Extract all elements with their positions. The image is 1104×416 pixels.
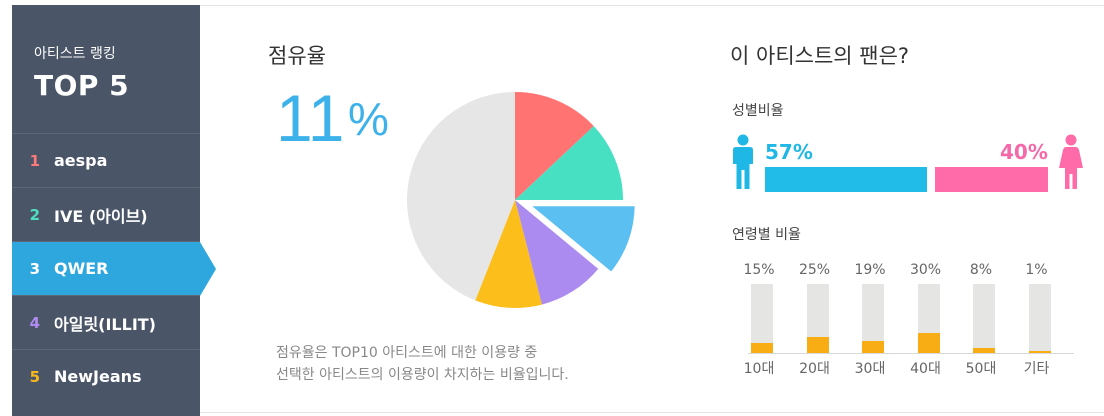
age-chart-axis [748, 353, 1074, 354]
age-bar-fill [1028, 351, 1051, 353]
rank-item-4[interactable]: 4 아일릿(ILLIT) [12, 295, 200, 349]
sidebar-subtitle: 아티스트 랭킹 [34, 46, 116, 62]
age-bar-percentage: 8% [969, 262, 993, 278]
rank-number: 3 [29, 259, 40, 278]
pie-slice-5 [475, 200, 542, 308]
share-description-line: 점유율은 TOP10 아티스트에 대한 이용량 중 [276, 345, 538, 361]
age-bar-track [751, 284, 773, 353]
pie-slice-4 [515, 200, 599, 305]
share-description: 점유율은 TOP10 아티스트에 대한 이용량 중 선택한 아티스트의 이용량이… [276, 342, 636, 386]
male-ratio-bar [765, 167, 927, 192]
rank-artist-name: 아일릿(ILLIT) [54, 314, 156, 334]
fans-title: 이 아티스트의 팬은? [730, 44, 910, 68]
share-title: 점유율 [268, 44, 326, 68]
age-bar-label: 40대 [910, 361, 941, 377]
rank-artist-name: IVE (아이브) [54, 206, 148, 226]
age-bar-label: 기타 [1023, 361, 1050, 377]
pie-slice-6 [406, 92, 515, 301]
rank-artist-name: aespa [54, 151, 108, 170]
share-value: 11 [276, 81, 345, 155]
age-bar-track [917, 284, 940, 353]
age-bar-fill [862, 341, 884, 353]
age-bar-fill [973, 348, 995, 353]
rank-number: 2 [29, 205, 40, 224]
age-bar-6: 1% 기타 [1009, 258, 1065, 378]
rank-number: 4 [29, 313, 40, 332]
pie-slice-1 [515, 92, 594, 200]
pie-slice-3 [524, 203, 638, 276]
age-bar-1: 15% 10대 [731, 258, 787, 378]
age-bar-percentage: 1% [1025, 262, 1048, 278]
gender-ratio-label: 성별비율 [732, 103, 784, 119]
rank-item-1[interactable]: 1 aespa [12, 133, 200, 187]
rank-number: 5 [29, 367, 40, 386]
female-ratio-bar [935, 167, 1048, 192]
age-bar-5: 8% 50대 [953, 258, 1009, 378]
selected-arrow-indicator [200, 242, 216, 296]
age-bar-label: 10대 [743, 361, 775, 377]
age-bar-4: 30% 40대 [898, 258, 954, 378]
share-unit: % [348, 93, 389, 145]
age-bar-track [1028, 284, 1051, 353]
age-bar-percentage: 25% [798, 262, 831, 278]
age-bar-track [973, 284, 995, 353]
age-bar-label: 30대 [854, 361, 886, 377]
age-bar-fill [751, 343, 773, 353]
age-ratio-chart: 15% 10대 25% 20대 19% 30대 30% 40대 8% 50대 1% 기타 [730, 258, 1075, 378]
rank-item-3-selected[interactable]: 3 QWER [12, 241, 216, 296]
age-bar-3: 19% 30대 [842, 258, 898, 378]
age-bar-track [862, 284, 884, 353]
age-bar-percentage: 19% [854, 262, 886, 278]
rank-artist-name: NewJeans [54, 367, 142, 386]
ranking-sidebar: 아티스트 랭킹 TOP 5 1 aespa 2 IVE (아이브) 3 QWER… [12, 5, 216, 416]
age-bar-label: 50대 [965, 361, 997, 377]
age-bar-2: 25% 20대 [787, 258, 843, 378]
sidebar-title: TOP 5 [34, 69, 130, 102]
rank-item-2[interactable]: 2 IVE (아이브) [12, 187, 200, 241]
bottom-divider [200, 412, 1104, 413]
rank-artist-name: QWER [54, 259, 109, 278]
male-icon [733, 134, 753, 189]
pie-slice-2 [515, 126, 623, 200]
share-description-line: 선택한 아티스트의 이용량이 차지하는 비율입니다. [276, 367, 569, 383]
age-bar-fill [806, 337, 829, 353]
rank-number: 1 [29, 151, 40, 170]
share-pie-chart [406, 92, 638, 308]
age-bar-label: 20대 [799, 361, 830, 377]
age-bar-percentage: 15% [743, 262, 775, 278]
age-bar-fill [917, 333, 940, 353]
female-icon [1059, 134, 1083, 189]
rank-item-5[interactable]: 5 NewJeans [12, 349, 200, 403]
age-bar-track [806, 284, 829, 353]
age-ratio-label: 연령별 비율 [732, 227, 801, 243]
age-bar-percentage: 30% [909, 262, 942, 278]
male-percentage: 57% [765, 140, 813, 164]
top-divider [200, 5, 1104, 6]
female-percentage: 40% [1000, 140, 1048, 164]
